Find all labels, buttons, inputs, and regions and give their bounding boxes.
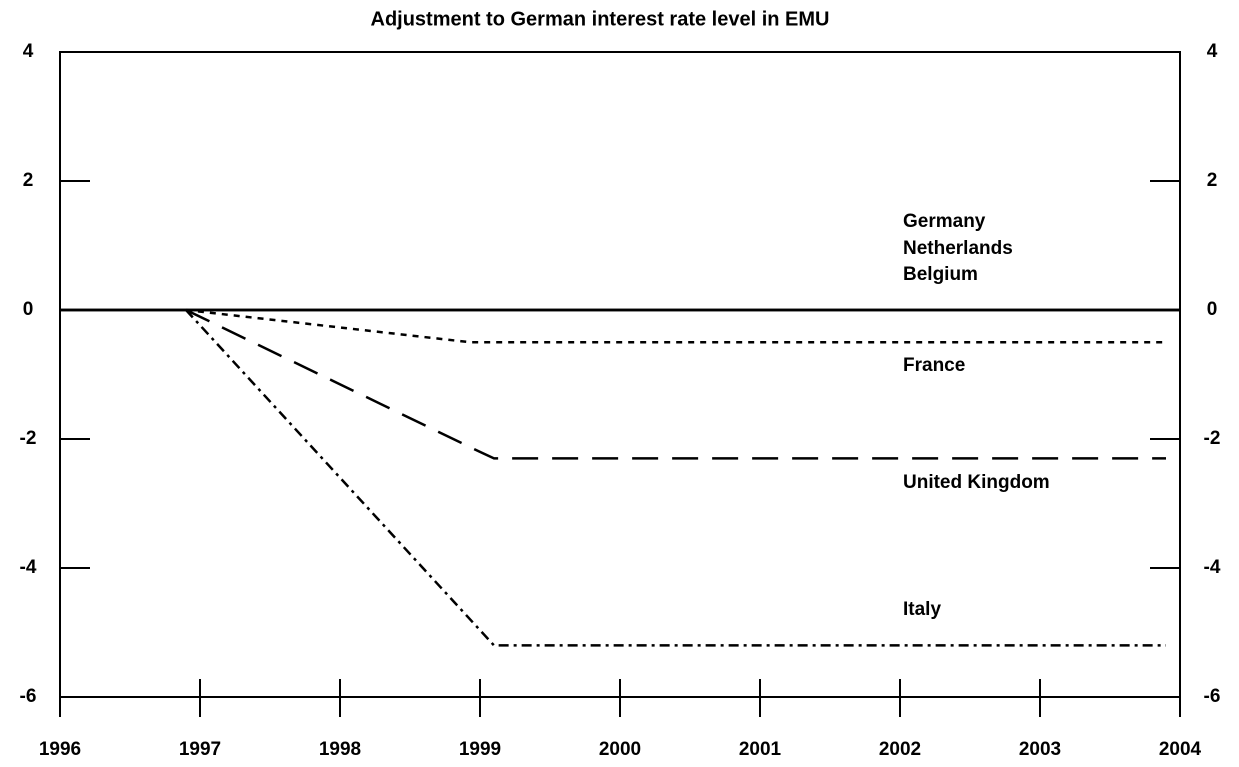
x-tick-label: 2002: [879, 739, 921, 760]
y2-tick-label: 4: [1207, 41, 1218, 62]
plot-frame: [59, 51, 1181, 698]
series-label: Italy: [903, 599, 941, 620]
series-line: [185, 308, 1166, 344]
y-tick-label: 0: [23, 299, 34, 320]
y2-tick-label: -2: [1204, 428, 1221, 449]
series-label: France: [903, 355, 965, 376]
chart-title: Adjustment to German interest rate level…: [371, 8, 830, 30]
series-label: Germany: [903, 211, 986, 232]
x-tick-label: 1999: [459, 739, 501, 760]
series-label: United Kingdom: [903, 472, 1050, 493]
y-tick-label: 2: [23, 170, 34, 191]
x-tick-label: 1996: [39, 739, 81, 760]
series-label: Belgium: [903, 264, 978, 285]
series-line: [185, 309, 1166, 647]
y-tick-label: -4: [20, 557, 37, 578]
y-tick-label: -2: [20, 428, 37, 449]
x-tick-label: 2000: [599, 739, 641, 760]
y2-tick-label: 0: [1207, 299, 1218, 320]
x-tick-label: 2003: [1019, 739, 1061, 760]
y2-tick-label: 2: [1207, 170, 1218, 191]
series-label: Netherlands: [903, 238, 1013, 259]
y-tick-label: -6: [20, 686, 37, 707]
y-tick-label: 4: [23, 41, 34, 62]
x-tick-label: 2001: [739, 739, 782, 760]
y2-tick-label: -6: [1204, 686, 1221, 707]
x-tick-label: 1997: [179, 739, 221, 760]
x-tick-label: 1998: [319, 739, 361, 760]
series-line: [185, 308, 1166, 460]
y2-tick-label: -4: [1204, 557, 1221, 578]
x-tick-label: 2004: [1159, 739, 1202, 760]
